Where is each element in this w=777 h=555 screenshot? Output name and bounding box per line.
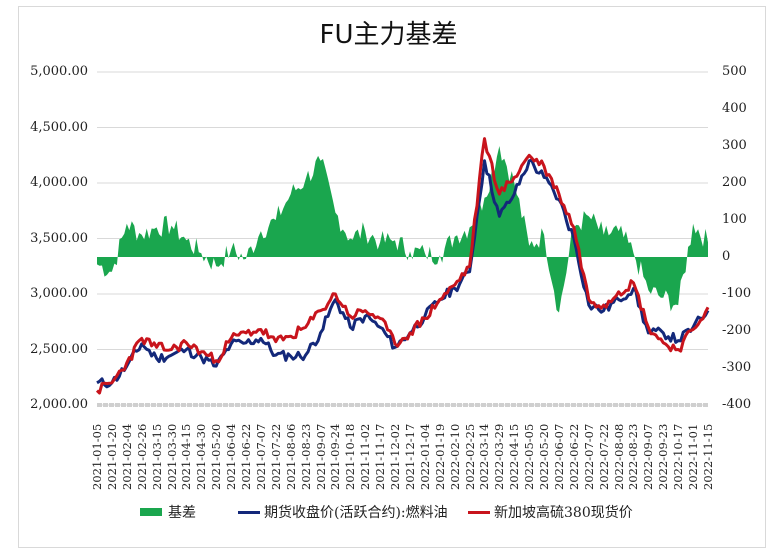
right-axis-tick: 100 <box>722 212 747 227</box>
legend-label-futures: 期货收盘价(活跃合约):燃料油 <box>264 505 448 521</box>
legend-item-futures: 期货收盘价(活跃合约):燃料油 <box>238 502 448 522</box>
legend-item-basis: 基差 <box>140 502 196 522</box>
right-axis-tick: -100 <box>722 286 752 301</box>
right-axis-tick: 300 <box>722 138 747 153</box>
spot-line <box>95 137 710 395</box>
right-axis-tick: 200 <box>722 175 747 190</box>
spot-line-swatch-icon <box>468 510 490 514</box>
basis-area <box>97 146 708 313</box>
basis-swatch-icon <box>140 508 162 516</box>
right-axis-tick: -200 <box>722 323 752 338</box>
left-axis-tick: 2,000.00 <box>30 397 88 412</box>
left-axis-tick: 3,500.00 <box>30 230 88 246</box>
right-axis-tick: 500 <box>722 64 747 79</box>
left-axis-tick: 4,000.00 <box>30 175 88 190</box>
right-axis-tick: 400 <box>722 101 747 116</box>
left-axis-tick: 5,000.00 <box>30 64 88 79</box>
legend: 基差 期货收盘价(活跃合约):燃料油 新加坡高硫380现货价 <box>0 502 777 526</box>
futures-line <box>96 158 710 389</box>
right-axis-tick: -400 <box>722 397 752 412</box>
chart-title: FU主力基差 <box>319 20 458 50</box>
right-axis-tick: 0 <box>722 249 731 264</box>
right-axis-tick: -300 <box>722 360 752 375</box>
legend-label-basis: 基差 <box>168 505 196 521</box>
legend-item-spot: 新加坡高硫380现货价 <box>468 502 633 522</box>
left-axis-tick: 2,500.00 <box>30 341 88 357</box>
chart-frame <box>18 6 766 548</box>
left-axis-tick: 4,500.00 <box>30 119 88 135</box>
left-axis-tick: 3,000.00 <box>30 286 88 301</box>
legend-label-spot: 新加坡高硫380现货价 <box>494 505 633 521</box>
futures-line-swatch-icon <box>238 510 260 514</box>
